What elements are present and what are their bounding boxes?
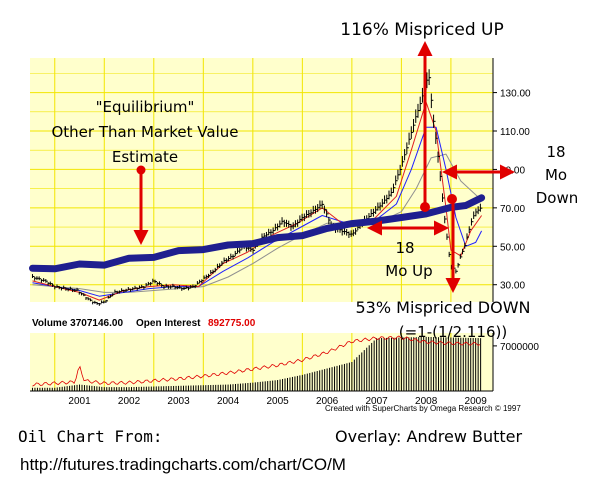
y-tick-label: 50.00 <box>500 242 525 253</box>
equilibrium-label-line3: Estimate <box>112 148 178 166</box>
mo-up-label-line2: Mo Up <box>385 262 432 280</box>
x-tick-label: 2008 <box>415 396 438 407</box>
peak-dot <box>420 202 430 212</box>
mo-up-label-line1: 18 <box>395 239 414 257</box>
overlay-credit: Overlay: Andrew Butter <box>335 427 523 446</box>
price-series <box>29 69 486 306</box>
mo-down-label-line3: Down <box>536 189 579 207</box>
annotation-texts: "Equilibrium" Other Than Market Value Es… <box>51 20 578 341</box>
y-tick-label: 130.00 <box>500 89 531 100</box>
volume-tick-label: 7000000 <box>500 342 539 353</box>
mo-down-label-line2: Mo <box>545 166 567 184</box>
trough-dot <box>447 194 457 204</box>
equilibrium-dot <box>136 165 146 175</box>
mo-down-label-line1: 18 <box>546 143 565 161</box>
source-url: http://futures.tradingcharts.com/chart/C… <box>20 455 346 474</box>
annotation-arrows <box>133 41 515 293</box>
volume-label: Volume <box>32 318 68 329</box>
y-tick-label: 30.00 <box>500 281 525 292</box>
mispriced-down-label-line1: 53% Mispriced DOWN <box>356 298 531 317</box>
volume-value: 3707146.00 <box>70 318 124 329</box>
mispriced-up-label: 116% Mispriced UP <box>340 20 503 40</box>
axes <box>30 58 494 392</box>
mispriced-down-label-line2: (=1-(1/2.116)) <box>399 323 507 341</box>
y-tick-label: 110.00 <box>500 127 530 138</box>
x-tick-label: 2005 <box>266 396 289 407</box>
y-tick-label: 70.00 <box>500 204 525 215</box>
annotation-dots <box>136 165 457 212</box>
equilibrium-overlay-line <box>29 194 486 273</box>
open-interest-value: 892775.00 <box>208 318 256 329</box>
volume-readout: Volume 3707146.00 <box>32 318 123 329</box>
x-tick-label: 2002 <box>118 396 141 407</box>
volume-bars <box>31 336 482 391</box>
x-tick-label: 2001 <box>68 396 91 407</box>
chart-credit: Created with SuperCharts by Omega Resear… <box>325 404 521 413</box>
x-tick-label: 2007 <box>366 396 389 407</box>
source-label: Oil Chart From: <box>18 427 163 446</box>
equilibrium-label-line2: Other Than Market Value <box>51 123 238 141</box>
open-interest-line <box>32 335 481 387</box>
x-tick-label: 2006 <box>316 396 339 407</box>
x-tick-label: 2009 <box>465 396 488 407</box>
equilibrium-label-line1: "Equilibrium" <box>96 98 195 116</box>
x-tick-label: 2004 <box>217 396 240 407</box>
open-interest-label: Open Interest <box>136 318 201 329</box>
x-tick-label: 2003 <box>167 396 190 407</box>
open-interest-series <box>32 335 481 387</box>
